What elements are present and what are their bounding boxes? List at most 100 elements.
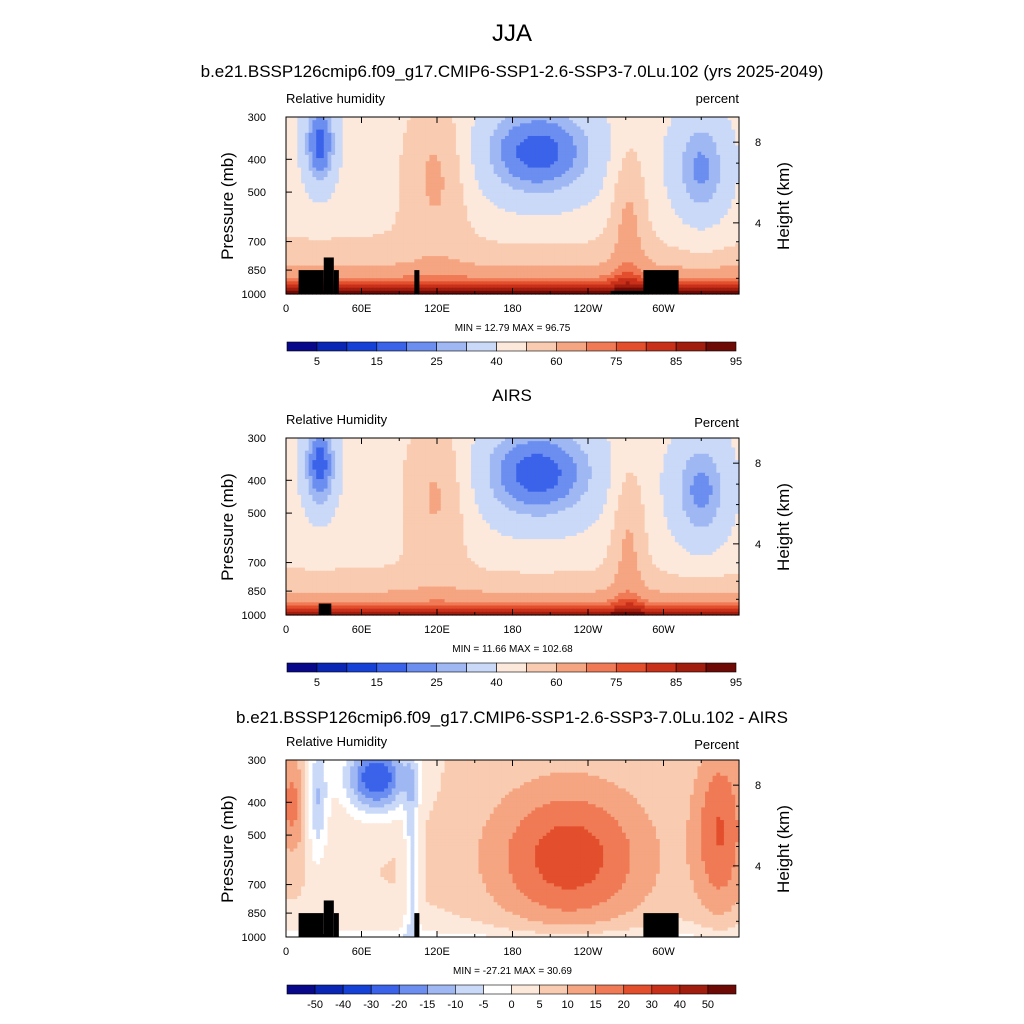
- panel-3-colorbar-label: 10: [562, 999, 574, 1011]
- panel-2-height-tick-label: 8: [755, 458, 761, 470]
- panel-2-y-tick-label: 700: [248, 558, 266, 570]
- panel-3-colorbar-label: -15: [419, 999, 435, 1011]
- panel-1-x-tick-label: 120W: [574, 303, 603, 315]
- panel-1-colorbar-box: [616, 342, 646, 351]
- panel-2-x-tick-label: 120W: [574, 624, 603, 636]
- panel-3-colorbar-label: 5: [536, 999, 542, 1011]
- panel-1-colorbar-box: [467, 342, 497, 351]
- panel-2-colorbar-box: [706, 663, 736, 672]
- panel-1-colorbar-box: [526, 342, 556, 351]
- panel-3-x-tick-label: 180: [503, 946, 521, 958]
- panel-1-colorbar-box: [646, 342, 676, 351]
- panel-2-x-tick-label: 0: [283, 624, 289, 636]
- panel-2-colorbar-box: [646, 663, 676, 672]
- panel-2-x-tick-label: 60E: [352, 624, 372, 636]
- panel-1-height-tick-label: 8: [755, 137, 761, 149]
- panel-2-terrain-mask-1: [319, 604, 332, 615]
- panel-1-colorbar-box: [497, 342, 527, 351]
- panel-2-y-tick-label: 850: [248, 586, 266, 598]
- panel-3-y-tick-label: 1000: [242, 932, 266, 944]
- panel-2-height-tick-label: 4: [755, 539, 761, 551]
- panel-3-colorbar-label: 30: [646, 999, 658, 1011]
- panel-1-colorbar-label: 25: [431, 356, 443, 368]
- panel-2-colorbar-label: 25: [431, 677, 443, 689]
- panel-3-colorbar-box: [624, 985, 652, 994]
- panel-3-x-tick-label: 60E: [352, 946, 372, 958]
- panel-1-colorbar-label: 75: [610, 356, 622, 368]
- panel-3-colorbar-box: [399, 985, 427, 994]
- panel-1-colorbar-box: [676, 342, 706, 351]
- panel-1-colorbar-box: [317, 342, 347, 351]
- panel-3-colorbar-box: [568, 985, 596, 994]
- panel-2-colorbar-box: [616, 663, 646, 672]
- panel-2-x-tick-label: 120E: [424, 624, 450, 636]
- panel-3-colorbar-box: [315, 985, 343, 994]
- panel-2-colorbar-box: [407, 663, 437, 672]
- panel-3-y-tick-label: 400: [248, 797, 266, 809]
- panel-1-colorbar-box: [407, 342, 437, 351]
- panel-1-terrain-mask-3: [334, 270, 339, 294]
- panel-3-terrain-mask-3: [334, 913, 339, 937]
- panel-1-colorbar-label: 85: [670, 356, 682, 368]
- panel-3-colorbar-box: [483, 985, 511, 994]
- panel-3-colorbar-box: [455, 985, 483, 994]
- panel-3-colorbar-box: [596, 985, 624, 994]
- panel-2-contour-field: [286, 438, 740, 616]
- panel-3-y-tick-label: 700: [248, 880, 266, 892]
- panel-2-colorbar-label: 5: [314, 677, 320, 689]
- panel-1-terrain-mask-5: [643, 270, 678, 294]
- panel-3-x-tick-label: 0: [283, 946, 289, 958]
- panel-3-colorbar-label: -5: [479, 999, 489, 1011]
- panel-3-contour-field: [286, 760, 740, 938]
- panel-1-y-tick-label: 700: [248, 237, 266, 249]
- panel-3-terrain-mask-1: [299, 913, 324, 937]
- panel-2-y-tick-label: 500: [248, 508, 266, 520]
- panel-1-y-tick-label: 500: [248, 187, 266, 199]
- panel-3-colorbar-box: [540, 985, 568, 994]
- panel-1-colorbar-box: [586, 342, 616, 351]
- panel-1-colorbar-label: 60: [550, 356, 562, 368]
- panel-3-colorbar-box: [680, 985, 708, 994]
- panel-3-colorbar: -50 -40 -30 -20 -15 -10 -5 0 5 10 15 20 30 40 50: [287, 985, 736, 1011]
- panel-2-colorbar-label: 95: [730, 677, 742, 689]
- panel-1-terrain-mask-1: [299, 270, 324, 294]
- panel-1-x-tick-label: 120E: [424, 303, 450, 315]
- panel-1-x-tick-label: 60E: [352, 303, 372, 315]
- panel-1-y-tick-label: 850: [248, 265, 266, 277]
- panel-2-colorbar: 5 15 25 40 60 75 85 95: [287, 663, 742, 689]
- panel-1-x-tick-label: 0: [283, 303, 289, 315]
- panel-1-colorbar-label: 5: [314, 356, 320, 368]
- panel-2-colorbar-box: [556, 663, 586, 672]
- panel-1-colorbar-label: 40: [490, 356, 502, 368]
- panel-3-plot: 0 60E 120E 180 120W 60W300400500700850100084-…: [242, 755, 762, 1011]
- panel-3-height-tick-label: 8: [755, 780, 761, 792]
- panel-1-terrain-mask-2: [324, 257, 334, 294]
- panel-2-colorbar-label: 40: [490, 677, 502, 689]
- panel-2-y-tick-label: 300: [248, 433, 266, 445]
- panel-3-y-tick-label: 850: [248, 908, 266, 920]
- panel-1-height-tick-label: 4: [755, 218, 761, 230]
- panel-3-colorbar-label: 40: [674, 999, 686, 1011]
- panel-2-colorbar-label: 15: [371, 677, 383, 689]
- panel-1-colorbar-label: 95: [730, 356, 742, 368]
- panel-3-colorbar-box: [652, 985, 680, 994]
- panel-2-colorbar-label: 75: [610, 677, 622, 689]
- panel-2-plot: 0 60E 120E 180 120W 60W3004005007008501000845…: [242, 433, 762, 689]
- panel-3-colorbar-label: 20: [618, 999, 630, 1011]
- panel-2-colorbar-box: [497, 663, 527, 672]
- panel-3-colorbar-label: 50: [702, 999, 714, 1011]
- panel-3-colorbar-label: -30: [363, 999, 379, 1011]
- panel-1-colorbar-box: [556, 342, 586, 351]
- panel-2-y-tick-label: 1000: [242, 610, 266, 622]
- panel-1-y-tick-label: 300: [248, 112, 266, 124]
- panel-3-height-tick-label: 4: [755, 861, 761, 873]
- panel-1-x-tick-label: 180: [503, 303, 521, 315]
- panel-2-colorbar-box: [377, 663, 407, 672]
- panel-2-colorbar-box: [467, 663, 497, 672]
- panel-3-y-tick-label: 300: [248, 755, 266, 767]
- panel-1-colorbar-box: [377, 342, 407, 351]
- panel-3-terrain-mask-5: [643, 913, 678, 937]
- panel-2-colorbar-box: [287, 663, 317, 672]
- panel-1-colorbar: 5 15 25 40 60 75 85 95: [287, 342, 742, 368]
